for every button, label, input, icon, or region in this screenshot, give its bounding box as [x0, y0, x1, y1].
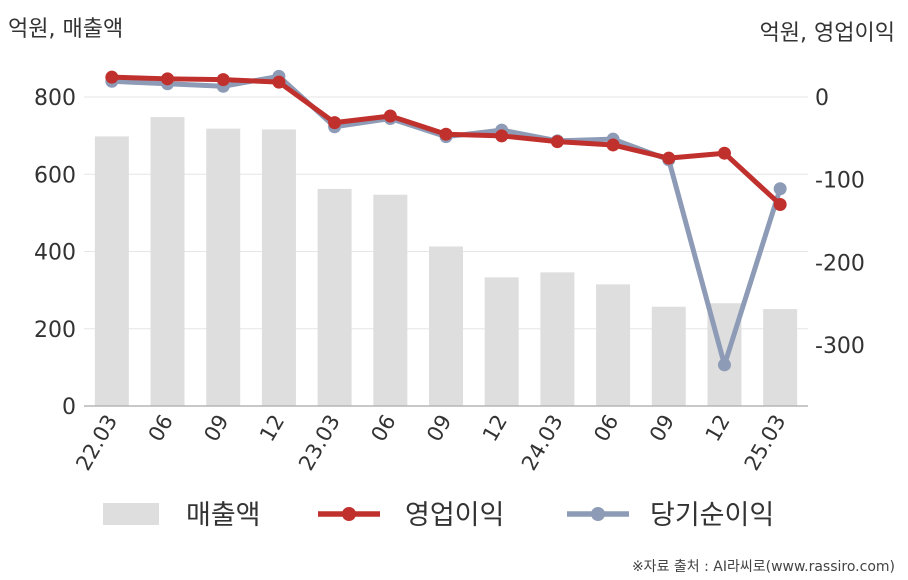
x-tick-label: 12 — [255, 411, 289, 446]
bar — [429, 246, 463, 406]
legend-item: 매출액 — [103, 500, 261, 531]
data-point — [773, 197, 787, 211]
right-tick-label: -200 — [815, 251, 865, 276]
bar — [651, 306, 686, 406]
legend-swatch-marker — [342, 507, 356, 521]
data-point — [717, 358, 731, 372]
x-tick-label: 06 — [366, 411, 400, 446]
data-point — [216, 73, 230, 87]
right-tick-label: 0 — [815, 86, 829, 111]
x-tick-label: 22.03 — [71, 411, 122, 475]
left-tick-label: 200 — [34, 318, 76, 343]
left-tick-label: 400 — [34, 241, 76, 266]
bar — [206, 128, 241, 407]
x-tick-label: 09 — [645, 411, 679, 446]
legend-item: 당기순이익 — [567, 500, 774, 531]
left-axis-unit: 억원, 매출액 — [8, 17, 123, 42]
data-point — [662, 151, 676, 165]
line-series — [105, 69, 787, 372]
x-tick-label: 25.03 — [740, 411, 791, 475]
bar — [94, 136, 129, 406]
bar — [763, 309, 798, 406]
right-axis-unit: 억원, 영업이익 — [760, 21, 895, 46]
left-tick-label: 600 — [34, 163, 76, 188]
data-point — [272, 75, 286, 89]
x-tick-label: 06 — [589, 411, 623, 446]
x-tick-label: 09 — [422, 411, 456, 446]
bar — [540, 272, 575, 406]
x-tick-label: 06 — [144, 411, 178, 446]
legend-label: 당기순이익 — [650, 500, 774, 531]
left-tick-label: 800 — [34, 86, 76, 111]
x-tick-label: 12 — [701, 411, 735, 446]
legend-swatch-marker — [591, 507, 605, 521]
data-point — [328, 116, 342, 130]
legend: 매출액 영업이익 당기순이익 — [103, 500, 774, 531]
right-tick-label: -100 — [815, 169, 865, 194]
legend-label: 영업이익 — [405, 500, 504, 531]
right-tick-label: -300 — [815, 334, 865, 359]
data-point — [550, 135, 564, 149]
bar — [373, 194, 408, 406]
legend-label: 매출액 — [186, 500, 261, 531]
bar — [596, 284, 631, 406]
left-tick-label: 0 — [62, 395, 76, 420]
data-point — [717, 146, 731, 160]
bar — [484, 277, 519, 406]
x-tick-label: 24.03 — [517, 411, 568, 475]
data-point — [495, 129, 509, 143]
data-point — [773, 182, 787, 196]
data-point — [383, 109, 397, 123]
data-point — [105, 70, 119, 84]
source-text: ※자료 출처 : AI라씨로(www.rassiro.com) — [632, 559, 895, 575]
bar — [261, 129, 296, 406]
data-point — [606, 138, 620, 152]
legend-swatch-bar — [103, 503, 159, 525]
x-tick-label: 09 — [199, 411, 233, 446]
data-point — [161, 72, 175, 86]
legend-item: 영업이익 — [318, 500, 504, 531]
x-tick-label: 12 — [478, 411, 512, 446]
data-point — [439, 127, 453, 141]
bar-series — [94, 117, 798, 407]
bar — [317, 188, 352, 406]
bar — [150, 117, 185, 407]
x-tick-label: 23.03 — [294, 411, 345, 475]
